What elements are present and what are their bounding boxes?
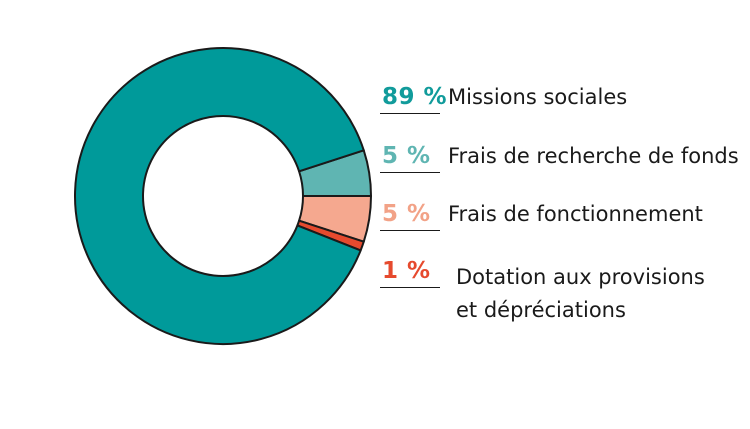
legend-underline	[380, 287, 440, 288]
legend-label-frais-fonctionnement: Frais de fonctionnement	[448, 202, 703, 226]
legend-underline	[380, 172, 440, 173]
legend-percent-dotation-provisions: 1 %	[382, 258, 431, 284]
legend-label-missions-sociales: Missions sociales	[448, 85, 628, 109]
slice-missions-sociales	[74, 47, 365, 345]
legend-percent-missions-sociales: 89 %	[382, 84, 448, 110]
legend-percent-frais-recherche-fonds: 5 %	[382, 143, 431, 169]
legend-percent-frais-fonctionnement: 5 %	[382, 201, 431, 227]
legend-label-frais-recherche-fonds: Frais de recherche de fonds	[448, 144, 739, 168]
legend-underline	[380, 113, 440, 114]
legend-label-dotation-provisions: Dotation aux provisions et dépréciations	[456, 265, 705, 322]
legend-underline	[380, 230, 440, 231]
